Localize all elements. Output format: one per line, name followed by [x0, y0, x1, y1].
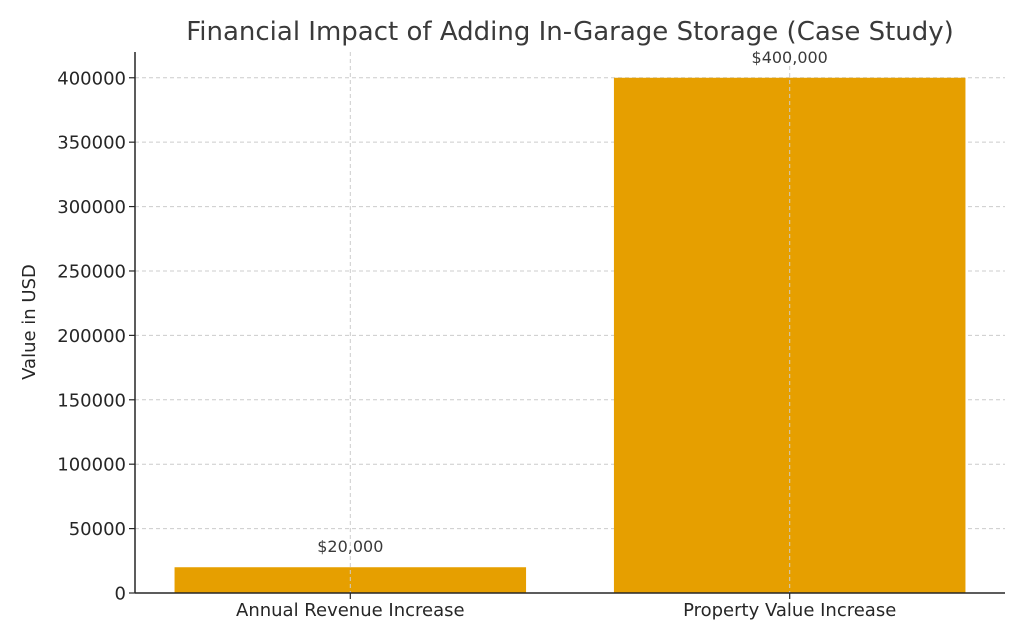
x-tick-label: Annual Revenue Increase [236, 600, 465, 621]
data-label: $400,000 [752, 48, 828, 67]
y-axis-label: Value in USD [19, 264, 40, 380]
labels-layer: 0 50000 100000 150000 200000 250000 300000 3500… [57, 48, 896, 621]
y-tick-label: 350000 [57, 133, 126, 154]
chart-title: Financial Impact of Adding In-Garage Sto… [186, 17, 954, 47]
y-tick-label: 200000 [57, 326, 126, 347]
y-tick-label: 250000 [57, 261, 126, 282]
y-tick-label: 400000 [57, 68, 126, 89]
y-tick-label: 100000 [57, 455, 126, 476]
y-tick-label: 300000 [57, 197, 126, 218]
axes-layer [129, 52, 1005, 599]
y-tick-label: 150000 [57, 390, 126, 411]
x-tick-label: Property Value Increase [683, 600, 896, 621]
data-label: $20,000 [317, 537, 383, 556]
y-tick-label: 50000 [69, 519, 126, 540]
y-tick-label: 0 [115, 584, 126, 605]
vertical-grid-layer [349, 52, 791, 593]
